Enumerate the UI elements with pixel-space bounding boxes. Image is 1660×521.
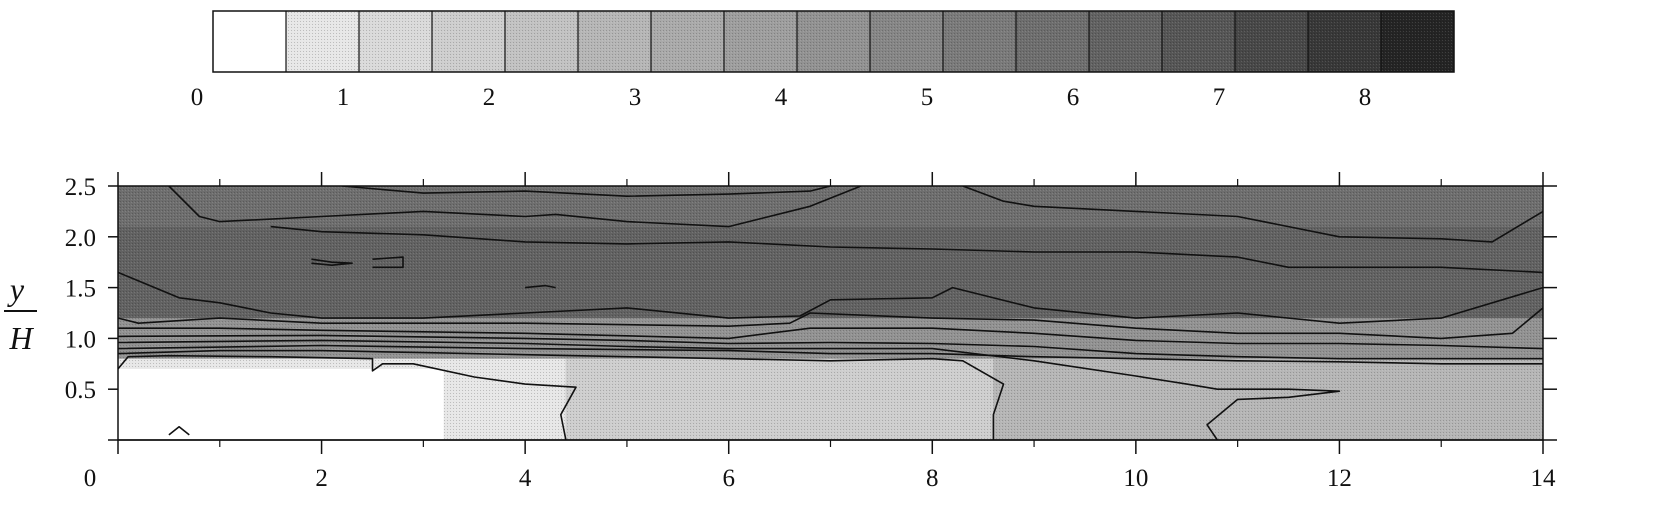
colorbar-cell-texture bbox=[1162, 11, 1235, 72]
y-tick-label: 2.5 bbox=[65, 174, 96, 201]
colorbar-cell-texture bbox=[943, 11, 1016, 72]
colorbar-cell-texture bbox=[797, 11, 870, 72]
contour-line bbox=[525, 284, 556, 289]
colorbar-cell-texture bbox=[1381, 11, 1454, 72]
y-tick-label: 0.5 bbox=[65, 377, 96, 404]
y-axis: 0.5 1.0 1.5 2.0 2.5 bbox=[65, 174, 1557, 441]
y-axis-label-denominator: H bbox=[8, 320, 34, 356]
colorbar-cell-texture bbox=[1016, 11, 1089, 72]
contour-line bbox=[118, 354, 577, 440]
colorbar-cell-texture bbox=[870, 11, 943, 72]
contour-line bbox=[270, 225, 1543, 274]
y-tick-label: 1.5 bbox=[65, 276, 96, 303]
colorbar-tick-label: 6 bbox=[1067, 84, 1080, 111]
y-axis-label: y H bbox=[4, 271, 37, 356]
plot-area: 0 2 4 6 8 10 12 14 0.5 1.0 1.5 2.0 2.5 bbox=[65, 172, 1557, 492]
y-tick-label: 2.0 bbox=[65, 225, 96, 252]
contour-line bbox=[118, 339, 1341, 440]
colorbar-tick-label: 1 bbox=[337, 84, 350, 111]
contour-line bbox=[168, 426, 190, 436]
colorbar-cell-texture bbox=[1235, 11, 1308, 72]
colorbar-cell-texture bbox=[359, 11, 432, 72]
contour-line bbox=[311, 258, 353, 266]
colorbar-tick-label: 4 bbox=[775, 84, 788, 111]
y-tick-label: 1.0 bbox=[65, 326, 96, 353]
colorbar-cell-texture bbox=[578, 11, 651, 72]
x-tick-label: 0 bbox=[84, 465, 97, 492]
colorbar-cell-texture bbox=[1308, 11, 1381, 72]
field-upper-band-texture bbox=[118, 226, 1543, 319]
colorbar-cells bbox=[213, 11, 1454, 72]
contour-line bbox=[372, 256, 404, 269]
contour-line bbox=[118, 349, 1005, 440]
field-top-band-texture bbox=[118, 186, 1543, 227]
x-tick-label: 12 bbox=[1327, 465, 1352, 492]
contour-line bbox=[118, 271, 1543, 324]
colorbar-tick-label: 0 bbox=[191, 84, 204, 111]
colorbar-cell-texture bbox=[651, 11, 724, 72]
x-tick-label: 4 bbox=[519, 465, 532, 492]
contour-line bbox=[168, 186, 862, 228]
x-tick-label: 2 bbox=[315, 465, 328, 492]
colorbar-cell-texture bbox=[505, 11, 578, 72]
field-right-low-texture bbox=[993, 358, 1543, 440]
contour-line bbox=[962, 186, 1543, 243]
colorbar-cell bbox=[213, 11, 286, 72]
colorbar-cell-texture bbox=[432, 11, 505, 72]
colorbar-ticks: 0 1 2 3 4 5 6 7 8 bbox=[191, 84, 1372, 111]
contour-line bbox=[118, 334, 1543, 360]
colorbar-tick-label: 8 bbox=[1359, 84, 1372, 111]
contour-lines bbox=[118, 186, 1543, 440]
colorbar-tick-label: 5 bbox=[921, 84, 934, 111]
contour-line bbox=[341, 186, 831, 197]
colorbar-tick-label: 7 bbox=[1213, 84, 1226, 111]
colorbar-cell-texture bbox=[1089, 11, 1162, 72]
x-tick-label: 6 bbox=[722, 465, 735, 492]
x-tick-label: 8 bbox=[926, 465, 939, 492]
contour-line bbox=[118, 307, 1543, 340]
y-axis-label-numerator: y bbox=[7, 271, 25, 307]
x-tick-label: 14 bbox=[1531, 465, 1557, 492]
x-tick-label: 10 bbox=[1123, 465, 1148, 492]
colorbar-frame bbox=[212, 10, 1455, 73]
field-mid-low-texture bbox=[565, 358, 994, 440]
x-axis: 0 2 4 6 8 10 12 14 bbox=[84, 172, 1557, 492]
colorbar-cell-texture bbox=[724, 11, 797, 72]
field-low bbox=[118, 368, 444, 440]
colorbar-tick-label: 3 bbox=[629, 84, 642, 111]
colorbar-cell-texture bbox=[286, 11, 359, 72]
field-shading bbox=[118, 186, 1543, 440]
colorbar: 0 1 2 3 4 5 6 7 8 bbox=[191, 10, 1455, 111]
field-mid-band-texture bbox=[118, 318, 1543, 359]
colorbar-tick-label: 2 bbox=[483, 84, 496, 111]
contour-line bbox=[118, 327, 1543, 350]
